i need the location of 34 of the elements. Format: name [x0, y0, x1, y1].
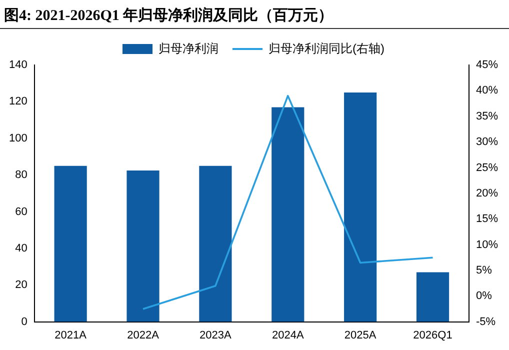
- bar: [344, 92, 377, 322]
- chart-title: 图4: 2021-2026Q1 年归母净利润及同比（百万元）: [0, 0, 509, 29]
- y-tick-label: 100: [8, 132, 28, 144]
- legend-label: 归母净利润同比(右轴): [268, 41, 385, 56]
- y-tick-label: 40: [15, 242, 28, 254]
- bar: [54, 166, 87, 322]
- y2-tick-label: 20%: [476, 187, 498, 200]
- bar: [416, 272, 450, 322]
- x-tick-label: 2025A: [344, 329, 377, 342]
- x-tick-label: 2022A: [127, 329, 160, 342]
- y-tick-label: 80: [15, 169, 28, 182]
- y2-tick-label: 10%: [476, 238, 498, 251]
- legend-label: 归母净利润: [158, 41, 219, 56]
- bar: [126, 170, 160, 322]
- y-tick-label: 120: [8, 96, 28, 108]
- y2-tick-label: 45%: [476, 59, 498, 72]
- x-tick-label: 2021A: [54, 329, 88, 342]
- y-tick-label: 20: [15, 279, 28, 292]
- y2-tick-label: 30%: [476, 136, 498, 148]
- bar: [199, 166, 232, 322]
- x-tick-label: 2023A: [200, 329, 232, 342]
- bar: [272, 107, 304, 322]
- y-tick-label: 0: [21, 316, 28, 328]
- y-tick-label: 60: [15, 206, 28, 218]
- y2-tick-label: 15%: [476, 213, 498, 226]
- x-tick-label: 2026Q1: [413, 329, 452, 342]
- y2-tick-label: 35%: [476, 110, 498, 122]
- y2-tick-label: 5%: [476, 264, 492, 276]
- y2-tick-label: 25%: [476, 162, 498, 174]
- y2-tick-label: -5%: [476, 316, 496, 328]
- y-tick-label: 140: [8, 59, 28, 72]
- x-tick-label: 2024A: [272, 329, 304, 342]
- y2-tick-label: 0%: [476, 290, 492, 302]
- y2-tick-label: 40%: [476, 84, 498, 97]
